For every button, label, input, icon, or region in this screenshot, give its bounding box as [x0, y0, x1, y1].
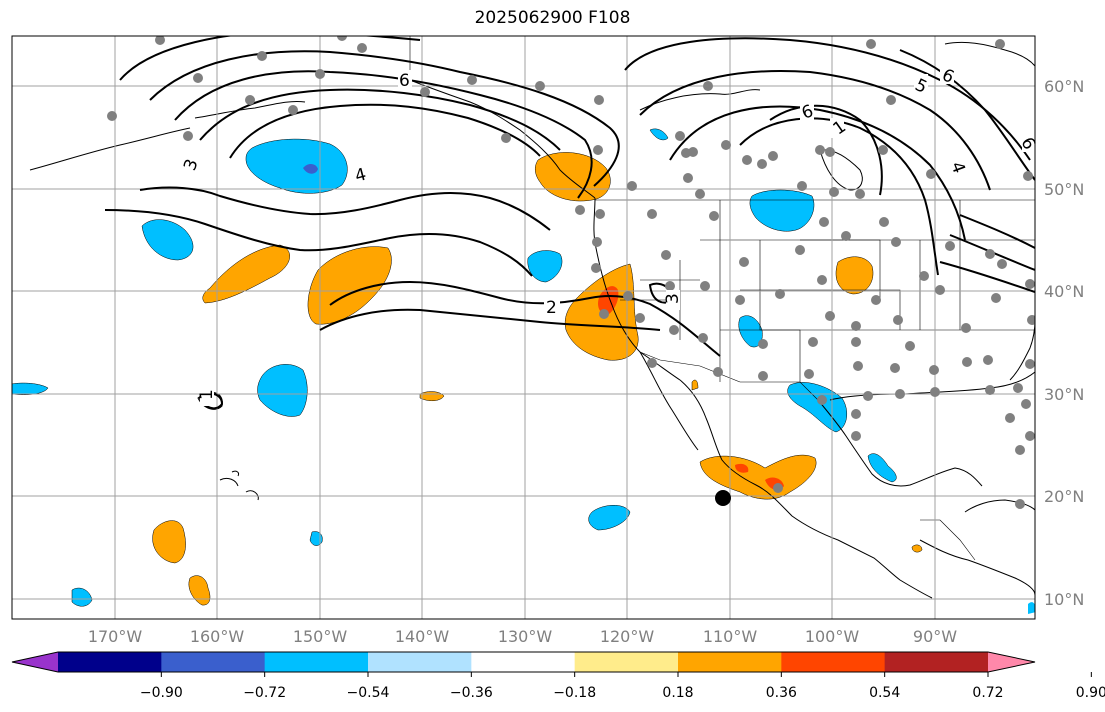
contour-label: 4 — [353, 165, 369, 187]
colorbar-tick-label: 0.18 — [662, 685, 693, 701]
lat-label: 20°N — [1044, 487, 1084, 506]
longitude-labels: 170°W 160°W 150°W 140°W 130°W 120°W 110°… — [88, 627, 957, 646]
lon-label: 170°W — [88, 627, 143, 646]
contour-label: 1 — [197, 389, 217, 400]
colorbar-segment — [368, 652, 472, 672]
colorbar-segment — [161, 652, 266, 672]
colorbar-tick-label: 0.54 — [869, 685, 900, 701]
colorbar-tick-label: 0.36 — [766, 685, 797, 701]
lon-label: 160°W — [190, 627, 245, 646]
colorbar-outline — [11, 651, 1036, 673]
lat-label: 40°N — [1044, 282, 1084, 301]
graticule — [12, 36, 1035, 619]
lat-label: 10°N — [1044, 590, 1084, 609]
map-frame — [11, 35, 1036, 620]
colorbar-tick-label: −0.36 — [450, 685, 493, 701]
colorbar-extend-min — [12, 652, 58, 672]
colorbar: −0.90 −0.72 −0.54 −0.36 −0.18 0.18 0.36 0.54 0.7… — [11, 651, 1105, 701]
station-markers — [107, 36, 1035, 509]
lat-label: 60°N — [1044, 77, 1084, 96]
lon-label: 130°W — [498, 627, 553, 646]
lat-label: 30°N — [1044, 385, 1084, 404]
lon-label: 90°W — [913, 627, 957, 646]
colorbar-tick-label: −0.54 — [347, 685, 390, 701]
colorbar-tick-label: −0.18 — [553, 685, 596, 701]
colorbar-segment — [264, 652, 369, 672]
colorbar-tick-label: −0.72 — [243, 685, 286, 701]
contour-lines — [104, 36, 1035, 410]
lon-label: 100°W — [805, 627, 860, 646]
contour-label: 6 — [399, 71, 410, 91]
contour-label-group: 6 6 5 6 4 3 4 2 3 1 1 6 — [180, 64, 1039, 406]
colorbar-segment — [781, 652, 886, 672]
map-title: 2025062900 F108 — [474, 8, 631, 28]
lon-label: 140°W — [395, 627, 450, 646]
contour-label: 2 — [546, 298, 557, 318]
colorbar-segment — [574, 652, 679, 672]
lon-label: 110°W — [703, 627, 758, 646]
lon-label: 150°W — [293, 627, 348, 646]
coastlines — [29, 41, 1035, 599]
hurricane-marker — [715, 490, 731, 506]
colorbar-tick-label: 0.90 — [1076, 685, 1105, 701]
colorbar-segment — [58, 652, 162, 672]
colorbar-segment — [678, 652, 782, 672]
colorbar-tick-label: −0.90 — [140, 685, 183, 701]
colorbar-segment — [471, 652, 576, 672]
colorbar-segment — [884, 652, 989, 672]
colorbar-extend-max — [988, 652, 1035, 672]
lat-label: 50°N — [1044, 180, 1084, 199]
lon-label: 120°W — [600, 627, 655, 646]
colorbar-tick-label: 0.72 — [972, 685, 1003, 701]
contour-label: 3 — [663, 293, 683, 304]
latitude-labels: 60°N 50°N 40°N 30°N 20°N 10°N — [1044, 77, 1084, 609]
